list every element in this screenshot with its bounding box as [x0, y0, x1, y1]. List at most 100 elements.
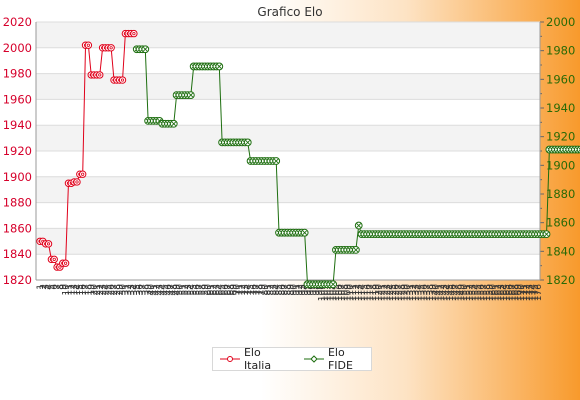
x-tick-label: 59 [201, 284, 211, 296]
left-tick-label: 2000 [3, 41, 32, 55]
x-tick-label: 46 [164, 284, 174, 296]
left-tick-label: 1840 [3, 247, 32, 261]
right-tick-label: 1860 [546, 216, 575, 230]
data-point [73, 178, 81, 186]
x-tick-label: 170 [517, 284, 527, 301]
x-tick-label: 129 [400, 284, 410, 301]
data-point-cross [544, 231, 549, 237]
x-tick-label: 42 [153, 284, 163, 295]
x-tick-label: 50 [175, 284, 185, 296]
x-tick-label: 150 [460, 284, 470, 301]
x-tick-label: 32 [124, 284, 134, 295]
x-tick-label: 63 [212, 284, 222, 295]
legend-swatch-elo-fide [304, 355, 324, 363]
x-tick-label: 53 [184, 284, 194, 295]
series-layer [36, 29, 580, 289]
legend-item-elo-fide: Elo FIDE [303, 346, 371, 372]
x-tick-label: 81 [264, 284, 274, 295]
x-tick-label: 116 [363, 284, 373, 301]
x-tick-label: 89 [286, 284, 296, 296]
data-point-center [120, 78, 125, 82]
x-tick-label: 153 [469, 284, 479, 301]
x-tick-label: 72 [238, 284, 248, 295]
x-tick-label: 44 [158, 284, 168, 296]
x-tick-label: 155 [474, 284, 484, 301]
x-tick-label: 24 [101, 284, 111, 296]
x-tick-label: 30 [119, 284, 129, 296]
x-tick-label: 18 [84, 284, 94, 296]
x-tick-label: 156 [477, 284, 487, 301]
x-tick-label: 4 [45, 284, 55, 290]
x-tick-label: 56 [193, 284, 203, 296]
data-point-center [52, 257, 56, 261]
x-tick-label: 1 [36, 284, 46, 290]
x-tick-label: 115 [360, 284, 370, 301]
x-tick-label: 173 [525, 284, 535, 301]
x-tick-label: 19 [87, 284, 97, 296]
x-tick-label: 31 [121, 284, 131, 295]
left-tick-label: 1960 [3, 92, 32, 106]
x-tick-label: 136 [420, 284, 430, 301]
x-tick-label: 141 [434, 284, 444, 301]
x-tick-label: 149 [457, 284, 467, 301]
x-tick-label: 128 [397, 284, 407, 301]
x-tick-label: 64 [215, 284, 225, 296]
x-tick-label: 98 [312, 284, 322, 296]
data-point-center [98, 73, 102, 77]
x-tick-label: 169 [514, 284, 524, 301]
x-tick-label: 43 [156, 284, 166, 295]
right-tick-label: 2000 [546, 15, 575, 29]
x-tick-label: 113 [355, 284, 365, 301]
legend-swatch-elo-italia [220, 356, 240, 362]
x-tick-label: 15 [76, 284, 86, 295]
x-tick-label: 10 [62, 284, 72, 296]
x-tick-label: 122 [380, 284, 390, 301]
x-tick-label: 91 [292, 284, 302, 295]
data-point [107, 44, 115, 52]
x-tick-label: 36 [136, 284, 146, 296]
x-tick-label: 7 [53, 284, 63, 290]
x-tick-label: 83 [269, 284, 279, 295]
x-tick-label: 45 [161, 284, 171, 295]
x-tick-label: 55 [190, 284, 200, 295]
left-tick-label: 1860 [3, 221, 32, 235]
x-tick-label: 167 [508, 284, 518, 301]
x-tick-label: 100 [318, 284, 328, 301]
right-tick-label: 1960 [546, 72, 575, 86]
x-tick-label: 106 [335, 284, 345, 301]
x-tick-label: 26 [107, 284, 117, 296]
x-tick-label: 109 [343, 284, 353, 301]
data-point-center [75, 180, 79, 184]
data-point-cross [302, 230, 307, 236]
x-tick-label: 13 [70, 284, 80, 295]
x-tick-label: 96 [306, 284, 316, 296]
x-tick-label: 163 [497, 284, 507, 301]
plot-band [36, 22, 540, 48]
x-tick-label: 60 [204, 284, 214, 296]
x-tick-label: 152 [466, 284, 476, 301]
x-tick-label: 85 [275, 284, 285, 295]
data-point [96, 71, 104, 79]
x-tick-label: 127 [395, 284, 405, 301]
x-tick-label: 157 [480, 284, 490, 301]
left-tick-label: 1980 [3, 67, 32, 81]
x-tick-label: 159 [486, 284, 496, 301]
x-tick-label: 84 [272, 284, 282, 296]
data-point-cross [353, 247, 359, 253]
x-tick-label: 139 [429, 284, 439, 301]
x-tick-label: 105 [332, 284, 342, 301]
data-point [50, 255, 58, 264]
x-tick-label: 38 [141, 284, 151, 296]
x-tick-label: 108 [340, 284, 350, 301]
left-tick-label: 1900 [3, 170, 32, 184]
data-point-center [132, 32, 136, 36]
x-tick-label: 124 [386, 284, 396, 301]
left-y-axis: 1820 1840 1860 1880 1900 1920 1940 1960 1980 2000… [3, 15, 37, 287]
chart-title: Grafico Elo [257, 5, 322, 19]
x-tick-label: 95 [303, 284, 313, 295]
data-point [118, 76, 127, 84]
x-tick-label: 62 [210, 284, 220, 295]
data-point-cross [142, 46, 148, 52]
x-tick-label: 41 [150, 284, 160, 295]
